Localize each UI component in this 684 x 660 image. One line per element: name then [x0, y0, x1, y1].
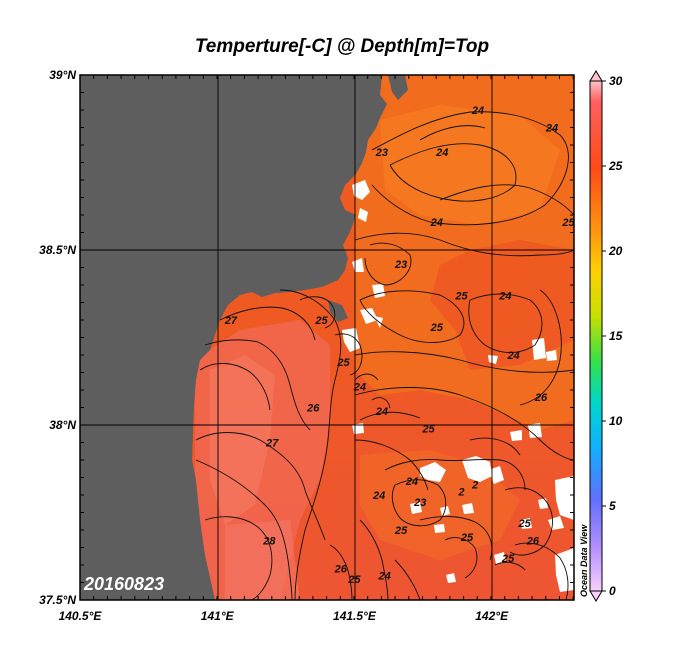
- contour-label: 24: [378, 571, 391, 583]
- colorbar-tick-label: 25: [608, 159, 623, 173]
- contour-label: 24: [375, 406, 388, 418]
- contour-label: 23: [375, 147, 388, 159]
- colorbar-tick-label: 30: [609, 74, 623, 88]
- lon-tick-label: 141°E: [201, 609, 235, 623]
- contour-label: 26: [534, 392, 548, 404]
- lat-tick-label: 38°N: [49, 418, 76, 432]
- ocean-data-view-watermark: Ocean Data View: [579, 524, 589, 597]
- contour-labels: 24 24 23 24 24 25 23 25 24 25 24 26 27 25 25 24 26 24 25 27…: [224, 105, 575, 586]
- contour-label: 2: [457, 487, 464, 499]
- contour-label: 25: [454, 291, 468, 303]
- contour-label: 23: [413, 497, 426, 509]
- colorbar-top-arrow: [589, 70, 603, 82]
- land-mass: [80, 75, 387, 600]
- contour-label: 23: [394, 259, 407, 271]
- contour-label: 27: [265, 438, 279, 450]
- contour-label: 26: [306, 403, 320, 415]
- contour-lines: [195, 111, 574, 600]
- longitude-labels: 140.5°E 141°E 141.5°E 142°E: [59, 609, 509, 623]
- lat-tick-label: 37.5°N: [39, 593, 76, 607]
- lon-tick-label: 142°E: [475, 609, 509, 623]
- contour-label: 25: [517, 518, 531, 530]
- contour-label: 25: [336, 357, 350, 369]
- contour-label: 25: [421, 424, 435, 436]
- contour-label: 25: [314, 315, 328, 327]
- lat-tick-label: 39°N: [49, 68, 76, 82]
- colorbar-bottom-arrow: [589, 590, 603, 602]
- contour-label: 25: [501, 553, 515, 565]
- date-label: 20160823: [83, 574, 164, 594]
- lon-tick-label: 141.5°E: [333, 609, 377, 623]
- contour-label: 25: [430, 322, 444, 334]
- contour-label: 24: [506, 350, 519, 362]
- warm-south-patch: [225, 520, 300, 600]
- contour-label: 24: [471, 105, 484, 117]
- colorbar-tick-label: 20: [608, 244, 623, 258]
- warmest-coastal-patch: [210, 355, 275, 525]
- lon-tick-label: 140.5°E: [59, 609, 103, 623]
- colorbar-tick-label: 5: [609, 499, 616, 513]
- contour-label: 24: [545, 123, 558, 135]
- colorbar-ticks: 30 25 20 15 10 5 0: [602, 74, 623, 598]
- contour-label: 24: [435, 147, 448, 159]
- colorbar: 30 25 20 15 10 5 0: [589, 70, 623, 602]
- contour-label: 24: [498, 291, 511, 303]
- no-data-patches: [342, 180, 574, 592]
- edge-ticks: [79, 74, 574, 601]
- contour-label: 25: [347, 574, 361, 586]
- colorbar-tick-label: 0: [609, 584, 616, 598]
- contour-label: 25: [460, 532, 474, 544]
- contour-label: 25: [394, 525, 408, 537]
- contour-label: 25: [561, 217, 575, 229]
- contour-label: 24: [430, 217, 443, 229]
- map-title: Temperture[-C] @ Depth[m]=Top: [194, 36, 490, 57]
- contour-label: 26: [526, 536, 540, 548]
- contour-label: 24: [353, 382, 366, 394]
- latitude-labels: 39°N 38.5°N 38°N 37.5°N: [39, 68, 76, 607]
- contour-label: 27: [224, 315, 238, 327]
- contour-label: 28: [262, 536, 276, 548]
- land-fragment-north: [388, 75, 408, 100]
- colorbar-tick-label: 15: [609, 329, 623, 343]
- contour-label: 2: [471, 480, 478, 492]
- contour-label: 26: [334, 564, 348, 576]
- peninsula-tip: [328, 300, 348, 322]
- lat-tick-label: 38.5°N: [39, 243, 76, 257]
- contour-label: 24: [372, 490, 385, 502]
- colorbar-scale: [589, 80, 603, 592]
- coolest-water-patch: [380, 105, 560, 225]
- colorbar-tick-label: 10: [609, 414, 623, 428]
- graticule: [80, 75, 574, 600]
- contour-label: 24: [405, 476, 418, 488]
